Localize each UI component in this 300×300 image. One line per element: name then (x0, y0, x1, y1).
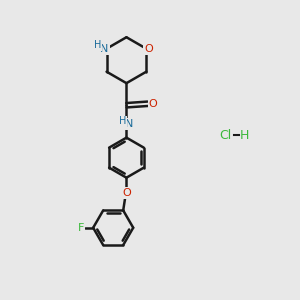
Text: N: N (125, 119, 134, 129)
Text: H: H (94, 40, 101, 50)
Text: O: O (122, 188, 131, 198)
Text: O: O (148, 99, 157, 109)
Text: Cl: Cl (219, 129, 231, 142)
Text: F: F (78, 223, 84, 233)
Text: H: H (240, 129, 250, 142)
Text: H: H (119, 116, 126, 126)
Text: N: N (100, 44, 109, 54)
Text: O: O (144, 44, 153, 54)
